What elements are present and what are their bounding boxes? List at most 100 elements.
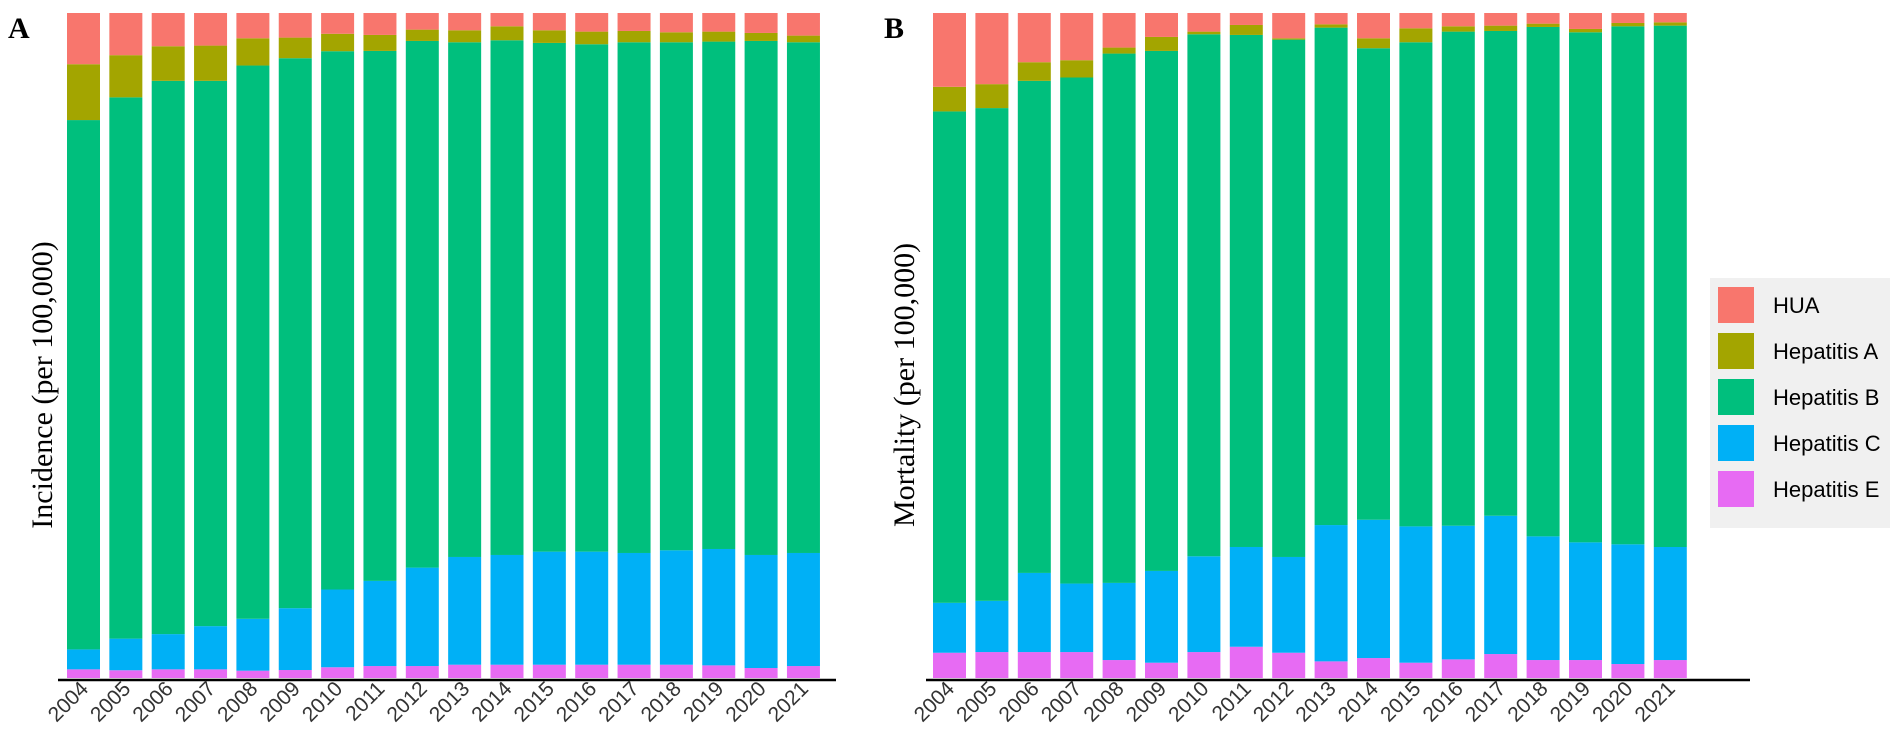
panel-a-bar-2004-hepatitis-b [67,120,100,650]
panel-a-bar-2010-hepatitis-e [321,667,355,678]
panel-a-bar-2004-hua [67,13,100,65]
legend-entries: HUA Hepatitis A Hepatitis B Hepatitis C Hepa… [1718,287,1881,507]
legend-label-hepatitis-e: Hepatitis E [1773,477,1879,502]
panel-b-bar-2016-hepatitis-c [1441,525,1475,660]
panel-b-bar-2005-hepatitis-a [975,84,1009,109]
panel-a-bar-2012-hepatitis-b [405,40,439,568]
panel-b-x-tick-2008: 2008 [1079,677,1128,726]
panel-a-bar-2004-hepatitis-e [67,669,100,679]
panel-a-bar-2018-hepatitis-c [659,550,693,665]
panel-a-bar-2017-hepatitis-a [617,30,651,43]
panel-b-bar-2011-hua [1229,13,1263,25]
panel-a-bar-2011-hepatitis-e [363,666,397,678]
legend-label-hepatitis-b: Hepatitis B [1773,385,1879,410]
panel-a-x-tick-2012: 2012 [383,677,432,726]
panel-b-bar-2011-hepatitis-c [1229,547,1263,647]
panel-a-y-axis-label: Incidence (per 100,000) [26,241,59,528]
panel-b-bar-2006-hepatitis-a [1017,62,1051,81]
panel-a-bar-2011-hepatitis-b [363,50,397,581]
panel-b-bar-2021-hepatitis-a [1653,22,1687,26]
panel-a-bar-2007-hepatitis-e [194,669,228,679]
panel-a-bar-2006-hua [151,13,185,47]
panel-b-bar-2018-hepatitis-c [1526,536,1560,661]
panel-a-bar-2005-hepatitis-a [109,55,143,98]
panel-b-bar-2012-hepatitis-e [1272,652,1306,678]
panel-b-bar-2015-hepatitis-b [1399,42,1433,527]
panel-a-bar-2009-hua [278,13,312,38]
panel-b-bar-2021-hepatitis-b [1653,25,1687,547]
panel-a-x-tick-2019: 2019 [679,677,728,726]
panel-a-bar-2019-hepatitis-c [702,548,736,666]
panel-a-x-tick-2006: 2006 [128,677,177,726]
panel-a-bar-2011-hepatitis-a [363,34,397,51]
panel-a-bar-2016-hepatitis-e [575,664,609,678]
legend: HUA Hepatitis A Hepatitis B Hepatitis C Hepa… [1710,278,1890,528]
panel-a-bar-2012-hepatitis-e [405,666,439,678]
panel-a-bar-2017-hua [617,13,651,31]
panel-b-bar-2014-hepatitis-c [1357,519,1390,659]
panel-b-bar-2019-hua [1569,13,1602,29]
panel-a-bar-2008-hepatitis-c [236,618,270,671]
panel-b-bar-2020-hepatitis-b [1611,26,1645,545]
panel-a-bar-2021-hepatitis-c [786,552,820,667]
panel-b-bar-2020-hepatitis-e [1611,664,1645,678]
panel-b-bar-2016-hua [1441,13,1475,27]
panel-b-bar-2009-hepatitis-e [1145,662,1178,678]
panel-a-bar-2018-hua [659,13,693,33]
panel-b-x-tick-labels: 2004200520062007200820092010201120122013… [910,677,1680,727]
panel-a-bars [67,13,820,679]
panel-b-bar-2020-hua [1611,13,1645,23]
panel-b-bars [933,13,1687,679]
panel-b-x-tick-2014: 2014 [1334,677,1384,727]
panel-a-bar-2004-hepatitis-a [67,64,100,121]
panel-a-bar-2005-hepatitis-e [109,670,143,678]
panel-a-x-tick-2021: 2021 [764,677,813,726]
panel-b-bar-2013-hepatitis-c [1314,525,1348,662]
panel-b-bar-2013-hepatitis-e [1314,661,1348,679]
panel-a-bar-2021-hepatitis-e [786,666,820,678]
panel-a-bar-2020-hepatitis-a [744,32,778,41]
panel-a-bar-2011-hua [363,13,397,35]
panel-a-bar-2020-hua [744,13,778,33]
panel-a-bar-2008-hepatitis-b [236,65,270,619]
panel-b-bar-2018-hepatitis-a [1526,23,1560,27]
panel-a-bar-2012-hua [405,13,439,30]
panel-b-bar-2019-hepatitis-c [1569,542,1602,661]
panel-a-bar-2021-hepatitis-b [786,42,820,553]
legend-label-hepatitis-a: Hepatitis A [1773,339,1878,364]
panel-a-bar-2015-hepatitis-c [532,551,566,665]
panel-b-bar-2004-hua [933,13,966,87]
panel-b-bar-2011-hepatitis-a [1229,24,1263,35]
panel-a-bar-2009-hepatitis-e [278,670,312,678]
panel-b-bar-2008-hepatitis-c [1102,582,1136,661]
panel-a-bar-2010-hepatitis-b [321,51,355,590]
panel-a-bar-2016-hepatitis-b [575,44,609,552]
panel-a-bar-2012-hepatitis-a [405,29,439,41]
panel-b-bar-2013-hua [1314,13,1348,25]
panel-a-bar-2017-hepatitis-e [617,664,651,678]
panel-a-x-tick-2008: 2008 [213,677,262,726]
panel-b-bar-2004-hepatitis-b [933,111,966,603]
panel-a-bar-2015-hepatitis-b [532,42,566,552]
panel-b-bar-2018-hepatitis-e [1526,660,1560,678]
panel-a-x-tick-2007: 2007 [171,677,220,726]
panel-a-bar-2006-hepatitis-e [151,669,185,679]
panel-b-bar-2004-hepatitis-c [933,602,966,653]
panel-b-x-tick-2013: 2013 [1291,677,1340,726]
panel-a-bar-2017-hepatitis-b [617,42,651,553]
panel-b-bar-2016-hepatitis-a [1441,26,1475,32]
panel-b-x-tick-2011: 2011 [1208,677,1256,725]
panel-b-bar-2012-hepatitis-a [1272,38,1306,40]
panel-b-bar-2019-hepatitis-b [1569,32,1602,543]
panel-b-bar-2009-hua [1145,13,1178,37]
panel-b-x-tick-2010: 2010 [1164,677,1213,726]
panel-a-bar-2013-hepatitis-b [448,42,482,557]
panel-a-bar-2007-hepatitis-a [194,45,228,81]
panel-b-bar-2008-hua [1102,13,1136,48]
panel-b-bar-2006-hepatitis-e [1017,652,1051,678]
panel-b-bar-2011-hepatitis-e [1229,646,1263,678]
panel-a-bar-2019-hepatitis-b [702,41,736,549]
panel-a-bar-2005-hua [109,13,143,56]
panel-a-bar-2016-hepatitis-c [575,551,609,665]
panel-a-bar-2016-hua [575,13,609,32]
